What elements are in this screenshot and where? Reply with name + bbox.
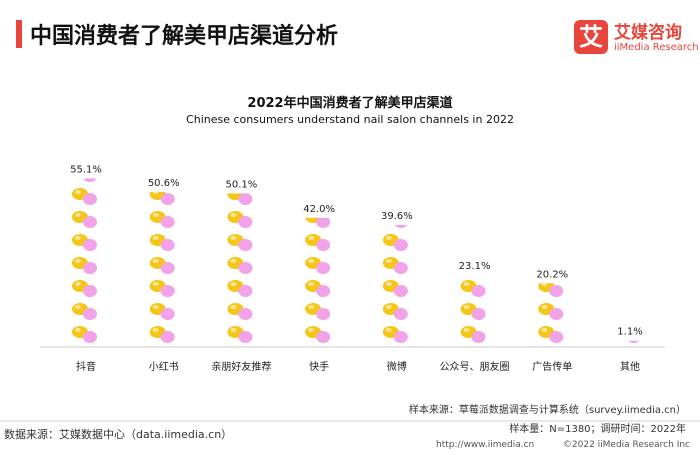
category-label-1: 抖音 <box>76 360 96 373</box>
category-label-4: 快手 <box>309 360 329 373</box>
category-label-3: 亲朋好友推荐 <box>211 360 271 373</box>
logo-name-cn: 艾媒咨询 <box>614 23 682 43</box>
website-link[interactable]: http://www.iimedia.cn <box>436 440 535 450</box>
logo-mark: 艾 <box>574 20 608 54</box>
value-label-4: 42.0% <box>303 204 335 215</box>
chart-title: 2022年中国消费者了解美甲店渠道 <box>247 96 453 111</box>
category-label-6: 公众号、朋友圈 <box>440 360 510 373</box>
sample-size-note: 样本量：N=1380；调研时间：2022年 <box>509 424 686 435</box>
page-title: 中国消费者了解美甲店渠道分析 <box>30 24 339 49</box>
logo-name-en: iiMedia Research <box>614 42 699 53</box>
iimedia-logo: 艾 艾媒咨询 iiMedia Research <box>574 18 699 58</box>
value-label-7: 20.2% <box>536 269 568 280</box>
value-label-2: 50.6% <box>148 178 180 189</box>
bar-1 <box>72 178 97 343</box>
bar-6 <box>460 280 486 343</box>
value-label-3: 50.1% <box>226 179 258 190</box>
bar-2 <box>149 191 175 343</box>
category-label-5: 微博 <box>387 360 407 373</box>
sample-source-note: 样本来源：草莓派数据调查与计算系统（survey.iimedia.cn） <box>408 405 686 416</box>
bar-4 <box>305 217 331 343</box>
value-label-6: 23.1% <box>459 261 491 272</box>
bar-8 <box>628 340 640 343</box>
category-label-7: 广告传单 <box>532 360 572 373</box>
category-label-8: 其他 <box>620 360 640 373</box>
bar-5 <box>382 224 408 343</box>
bar-3 <box>227 193 253 343</box>
data-source-note: 数据来源：艾媒数据中心（data.iimedia.cn） <box>4 428 233 441</box>
chart-subtitle: Chinese consumers understand nail salon … <box>186 113 514 126</box>
category-label-2: 小红书 <box>149 360 179 373</box>
value-label-5: 39.6% <box>381 211 413 222</box>
value-label-1: 55.1% <box>70 164 102 175</box>
value-label-8: 1.1% <box>617 327 642 338</box>
title-accent-bar <box>16 20 22 48</box>
bar-7 <box>538 283 564 343</box>
copyright-note: ©2022 iiMedia Research Inc <box>562 440 690 450</box>
